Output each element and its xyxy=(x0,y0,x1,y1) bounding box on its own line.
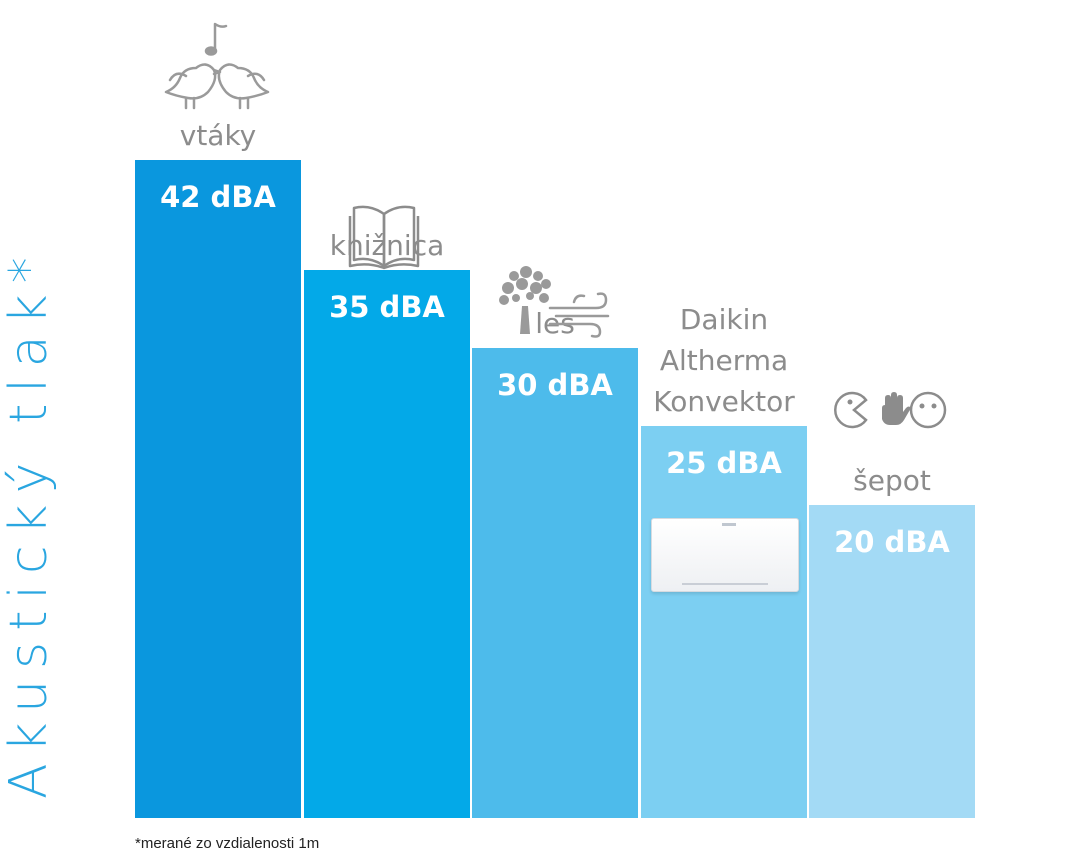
bar-value-label: 35 dBA xyxy=(329,289,445,324)
y-axis-label: Akustický tlak* xyxy=(0,246,59,799)
category-label: Daikin Altherma Konvektor xyxy=(641,299,807,422)
category-label-line: vtáky xyxy=(179,119,257,152)
bar-1 xyxy=(135,160,301,818)
bar-value-label: 30 dBA xyxy=(497,368,613,402)
bar-4 xyxy=(641,426,807,818)
whisper-icon xyxy=(834,391,947,429)
birds-icon xyxy=(164,22,270,110)
bar-value-label: 20 dBA xyxy=(834,524,950,559)
bar-5 xyxy=(809,504,975,818)
category-label-line: Altherma xyxy=(659,344,789,378)
bar-value-label: 42 dBA xyxy=(160,180,276,214)
category-label-line: šepot xyxy=(853,463,931,497)
bar-3 xyxy=(472,348,638,818)
tree-wind-icon xyxy=(499,266,610,338)
bar-2 xyxy=(304,269,470,818)
device-logo xyxy=(722,523,736,526)
book-icon xyxy=(348,205,420,270)
bar-value-label: 25 dBA xyxy=(666,446,782,481)
category-label-line: Konvektor xyxy=(653,385,795,419)
category-label-line: Daikin xyxy=(679,303,769,337)
category-label: šepot xyxy=(809,460,975,501)
category-label: vtáky xyxy=(135,115,301,156)
device-vent xyxy=(682,583,768,585)
heat-pump-device xyxy=(651,518,799,592)
footnote: *merané zo vzdialenosti 1m xyxy=(135,835,320,852)
